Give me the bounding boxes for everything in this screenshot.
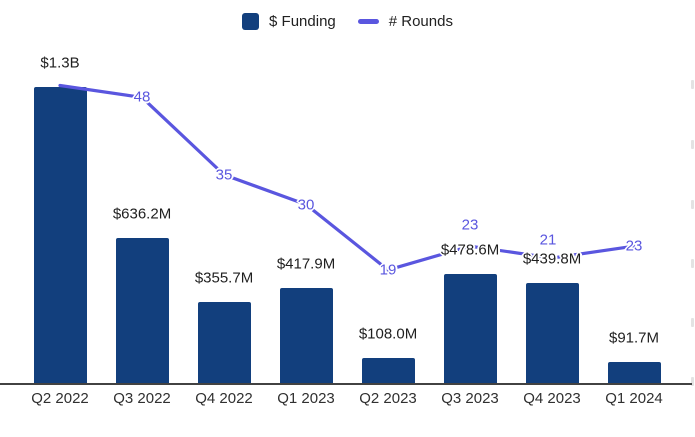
funding-bar[interactable] bbox=[443, 273, 497, 383]
x-tick-label: Q4 2023 bbox=[523, 390, 581, 407]
funding-value-label: $636.2M bbox=[112, 205, 172, 223]
funding-value-label: $108.0M bbox=[358, 325, 418, 343]
funding-bar[interactable] bbox=[197, 301, 251, 383]
funding-value-label: $417.9M bbox=[276, 255, 336, 273]
legend-funding-label: $ Funding bbox=[269, 13, 336, 30]
rounds-value-label: 19 bbox=[379, 261, 397, 279]
funding-value-label: $355.7M bbox=[194, 269, 254, 287]
funding-bar[interactable] bbox=[607, 362, 661, 383]
legend-item-funding[interactable]: $ Funding bbox=[242, 13, 336, 30]
x-tick-label: Q2 2022 bbox=[31, 390, 89, 407]
chart-legend: $ Funding # Rounds bbox=[0, 13, 695, 30]
right-axis-label-fragment bbox=[691, 259, 694, 268]
funding-bar[interactable] bbox=[33, 86, 87, 383]
rounds-value-label: 35 bbox=[215, 166, 233, 184]
right-axis-label-fragment bbox=[691, 140, 694, 149]
funding-bar[interactable] bbox=[525, 282, 579, 383]
x-tick-label: Q1 2023 bbox=[277, 390, 335, 407]
rounds-value-label: 48 bbox=[133, 88, 151, 106]
rounds-value-label: 23 bbox=[625, 237, 643, 255]
funding-value-label: $1.3B bbox=[40, 54, 80, 72]
rounds-value-label: 21 bbox=[539, 231, 557, 249]
funding-value-label: $478.6M bbox=[440, 241, 500, 259]
funding-bar[interactable] bbox=[115, 237, 169, 383]
x-tick-label: Q3 2023 bbox=[441, 390, 499, 407]
right-axis-label-fragment bbox=[691, 80, 694, 89]
rounds-value-label: 23 bbox=[461, 216, 479, 234]
right-axis-label-fragment bbox=[691, 377, 694, 386]
legend-rounds-label: # Rounds bbox=[388, 13, 453, 30]
x-tick-label: Q1 2024 bbox=[605, 390, 663, 407]
right-axis-label-fragment bbox=[691, 200, 694, 209]
x-axis-line bbox=[0, 383, 692, 385]
funding-bar[interactable] bbox=[361, 358, 415, 383]
funding-value-label: $91.7M bbox=[608, 329, 660, 347]
x-tick-label: Q4 2022 bbox=[195, 390, 253, 407]
funding-bar[interactable] bbox=[279, 287, 333, 383]
funding-value-label: $439.8M bbox=[522, 250, 582, 268]
x-tick-label: Q3 2022 bbox=[113, 390, 171, 407]
funding-swatch-icon bbox=[242, 13, 260, 30]
x-tick-label: Q2 2023 bbox=[359, 390, 417, 407]
rounds-swatch-icon bbox=[357, 19, 379, 24]
right-axis-label-fragment bbox=[691, 318, 694, 327]
legend-item-rounds[interactable]: # Rounds bbox=[357, 13, 453, 30]
rounds-value-label: 30 bbox=[297, 196, 315, 213]
